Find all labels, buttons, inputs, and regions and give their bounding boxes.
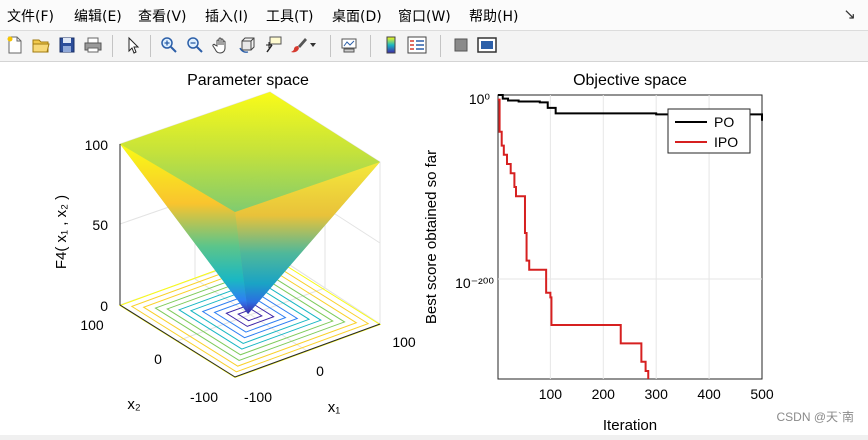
contour-line [166, 274, 334, 356]
parameter-space-plot: Parameter space [53, 72, 416, 416]
show-plot-tools-icon[interactable] [476, 34, 498, 56]
legend-label-po: PO [714, 114, 734, 130]
undock-arrow-icon[interactable]: ↘ [843, 6, 856, 23]
x-tick-label: 400 [697, 386, 721, 402]
legend-box [667, 108, 751, 154]
contour-line [225, 303, 275, 327]
z-axis-label: F4( x₁ , x₂ ) [53, 195, 70, 269]
hide-plot-tools-icon[interactable] [450, 34, 472, 56]
objective-space-plot: Objective space 100 200 300 400 500 10⁰ 10⁻²… [423, 72, 774, 434]
z-tick-label: 100 [85, 137, 109, 153]
y-tick-label-top: 10⁰ [469, 91, 491, 107]
x-tick-label: 0 [316, 363, 324, 379]
menu-insert[interactable]: 插入(I) [205, 9, 249, 25]
menu-window[interactable]: 窗口(W) [398, 9, 451, 25]
z-tick-label: 50 [92, 217, 108, 233]
toolbar-separator [330, 35, 331, 57]
figure-svg: Parameter space [53, 72, 774, 434]
print-icon[interactable] [82, 34, 104, 56]
y-tick-label: -100 [190, 389, 218, 405]
legend-icon[interactable] [406, 34, 428, 56]
zoom-out-icon[interactable] [184, 34, 206, 56]
brush-dropdown-icon[interactable] [308, 34, 318, 56]
chart-title: Objective space [573, 72, 687, 89]
contour-line [154, 268, 346, 362]
surface-rim-face [120, 92, 380, 212]
menu-bar: 文件(F) 编辑(E) 查看(V) 插入(I) 工具(T) 桌面(D) 窗口(W… [0, 0, 868, 31]
contour-line [142, 263, 358, 367]
toolbar-separator [112, 35, 113, 57]
floor-contours [118, 251, 382, 379]
contour-line [237, 308, 263, 322]
toolbar-separator [370, 35, 371, 57]
contour-line [201, 291, 299, 339]
contour-line [177, 280, 323, 350]
watermark: CSDN @天`南 [776, 410, 854, 424]
y-axis-label: Best score obtained so far [423, 150, 440, 324]
xy-axis-lines [119, 304, 381, 378]
menu-view[interactable]: 查看(V) [138, 9, 187, 25]
open-folder-icon[interactable] [30, 34, 52, 56]
contour-line [130, 257, 370, 373]
x-tick-label: 300 [645, 386, 669, 402]
legend-label-ipo: IPO [714, 134, 738, 150]
y-tick-label-bottom: 10⁻²⁰⁰ [455, 275, 494, 291]
brush-icon[interactable] [288, 34, 310, 56]
menu-desktop[interactable]: 桌面(D) [332, 9, 382, 25]
x-tick-label: 100 [392, 334, 416, 350]
menu-file[interactable]: 文件(F) [7, 9, 54, 25]
legend[interactable]: PO IPO [667, 108, 751, 154]
pan-icon[interactable] [210, 34, 232, 56]
menu-edit[interactable]: 编辑(E) [74, 9, 122, 25]
colorbar-icon[interactable] [380, 34, 402, 56]
contour-line [189, 286, 311, 344]
series-line-ipo [498, 98, 650, 379]
y-tick-label: 100 [80, 317, 104, 333]
x-axis-label: x₁ [328, 399, 341, 416]
toolbar [0, 31, 868, 62]
x-axis-label: Iteration [603, 417, 657, 434]
y-axis-label: x₂ [127, 396, 141, 413]
toolbar-separator [150, 35, 151, 57]
rotate-icon[interactable] [236, 34, 258, 56]
menu-tools[interactable]: 工具(T) [266, 9, 314, 25]
figure-canvas: Parameter space [0, 62, 868, 435]
z-tick-label: 0 [100, 298, 108, 314]
y-tick-label: 0 [154, 351, 162, 367]
surface-plot [120, 92, 380, 314]
zoom-in-icon[interactable] [158, 34, 180, 56]
x-tick-label: 500 [750, 386, 774, 402]
surface-left-face [120, 144, 248, 314]
x-ticks: 100 200 300 400 500 [539, 386, 774, 402]
surface-right-face [235, 162, 380, 314]
x-tick-label: 100 [539, 386, 563, 402]
pointer-icon[interactable] [122, 34, 144, 56]
new-file-icon[interactable] [4, 34, 26, 56]
x-tick-label: 200 [592, 386, 616, 402]
link-plot-icon[interactable] [338, 34, 360, 56]
save-icon[interactable] [56, 34, 78, 56]
contour-line [213, 297, 287, 333]
menu-help[interactable]: 帮助(H) [469, 9, 519, 25]
x-tick-label: -100 [244, 389, 272, 405]
toolbar-separator [440, 35, 441, 57]
left-plot-title: Parameter space [187, 72, 309, 89]
data-cursor-icon[interactable] [262, 34, 284, 56]
